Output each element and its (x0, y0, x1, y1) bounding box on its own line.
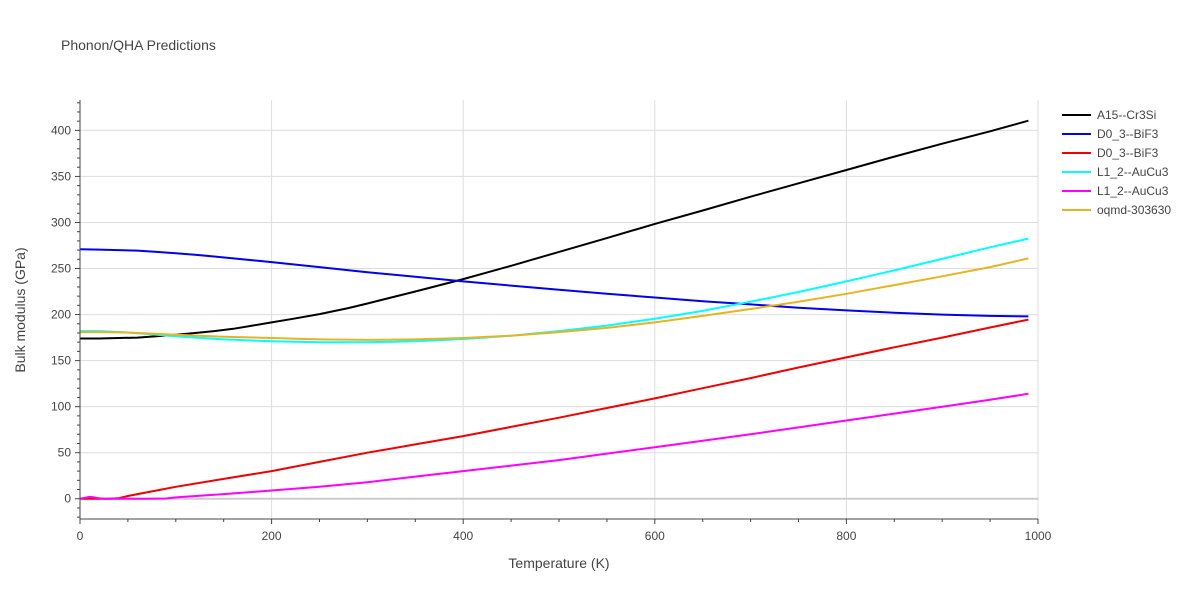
legend-label: D0_3--BiF3 (1097, 127, 1159, 141)
chart-title: Phonon/QHA Predictions (61, 37, 216, 53)
y-tick-label: 100 (51, 400, 71, 414)
y-tick-label: 250 (51, 262, 71, 276)
y-tick-labels: 0 50 100 150 200 250 300 350 400 (51, 123, 71, 505)
series-lines (79, 119, 1029, 500)
legend-item[interactable]: oqmd-303630 (1062, 203, 1171, 217)
series-line (79, 392, 1029, 500)
axes (75, 100, 1039, 524)
legend-item[interactable]: A15--Cr3Si (1062, 108, 1156, 122)
series-line (80, 257, 1029, 341)
y-tick-label: 200 (51, 308, 71, 322)
y-tick-label: 400 (51, 123, 71, 137)
x-tick-label: 1000 (1025, 529, 1052, 543)
x-tick-label: 600 (645, 529, 665, 543)
x-tick-label: 0 (77, 529, 84, 543)
y-tick-label: 300 (51, 215, 71, 229)
series-line (80, 119, 1029, 340)
series-line (80, 318, 1029, 500)
y-tick-label: 0 (64, 492, 71, 506)
y-tick-label: 350 (51, 169, 71, 183)
series-line (79, 248, 1029, 318)
legend-label: oqmd-303630 (1097, 203, 1171, 217)
x-tick-label: 400 (453, 529, 473, 543)
legend-label: A15--Cr3Si (1097, 108, 1156, 122)
y-tick-label: 150 (51, 354, 71, 368)
legend-label: D0_3--BiF3 (1097, 146, 1159, 160)
legend-label: L1_2--AuCu3 (1097, 184, 1169, 198)
legend-item[interactable]: D0_3--BiF3 (1062, 127, 1159, 141)
x-axis-label: Temperature (K) (508, 555, 609, 571)
legend-item[interactable]: D0_3--BiF3 (1062, 146, 1159, 160)
legend: A15--Cr3Si D0_3--BiF3 D0_3--BiF3 L1_2--AuCu… (1062, 108, 1171, 217)
x-tick-labels: 0 200 400 600 800 1000 (77, 529, 1052, 543)
x-tick-label: 800 (836, 529, 856, 543)
x-tick-label: 200 (262, 529, 282, 543)
y-tick-label: 50 (58, 446, 72, 460)
legend-label: L1_2--AuCu3 (1097, 165, 1169, 179)
legend-item[interactable]: L1_2--AuCu3 (1062, 184, 1169, 198)
legend-item[interactable]: L1_2--AuCu3 (1062, 165, 1169, 179)
y-axis-label: Bulk modulus (GPa) (12, 247, 28, 372)
grid (79, 100, 1039, 519)
